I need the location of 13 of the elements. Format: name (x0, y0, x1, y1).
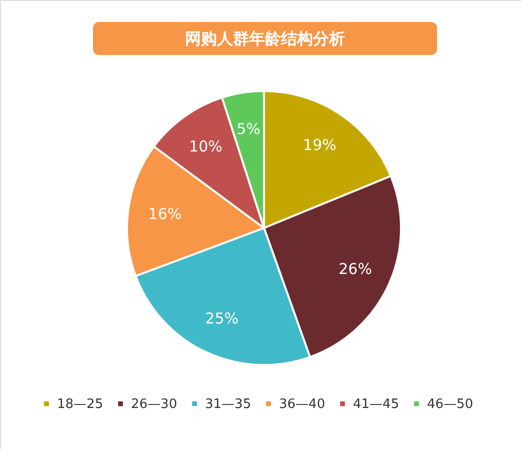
data-label: 19% (303, 136, 336, 154)
data-label: 16% (148, 205, 182, 224)
legend-label: 41—45 (353, 396, 400, 412)
legend-label: 36—40 (279, 396, 326, 412)
legend-label: 26—30 (131, 396, 178, 412)
data-label: 25% (205, 310, 238, 328)
data-label: 10% (189, 138, 222, 156)
chart-title: 网购人群年龄结构分析 (185, 29, 345, 48)
data-label: 26% (338, 260, 372, 278)
legend-label: 31—35 (205, 396, 252, 412)
legend-label: 18—25 (57, 396, 104, 412)
legend-label: 46—50 (427, 396, 474, 412)
data-label: 5% (236, 120, 260, 138)
